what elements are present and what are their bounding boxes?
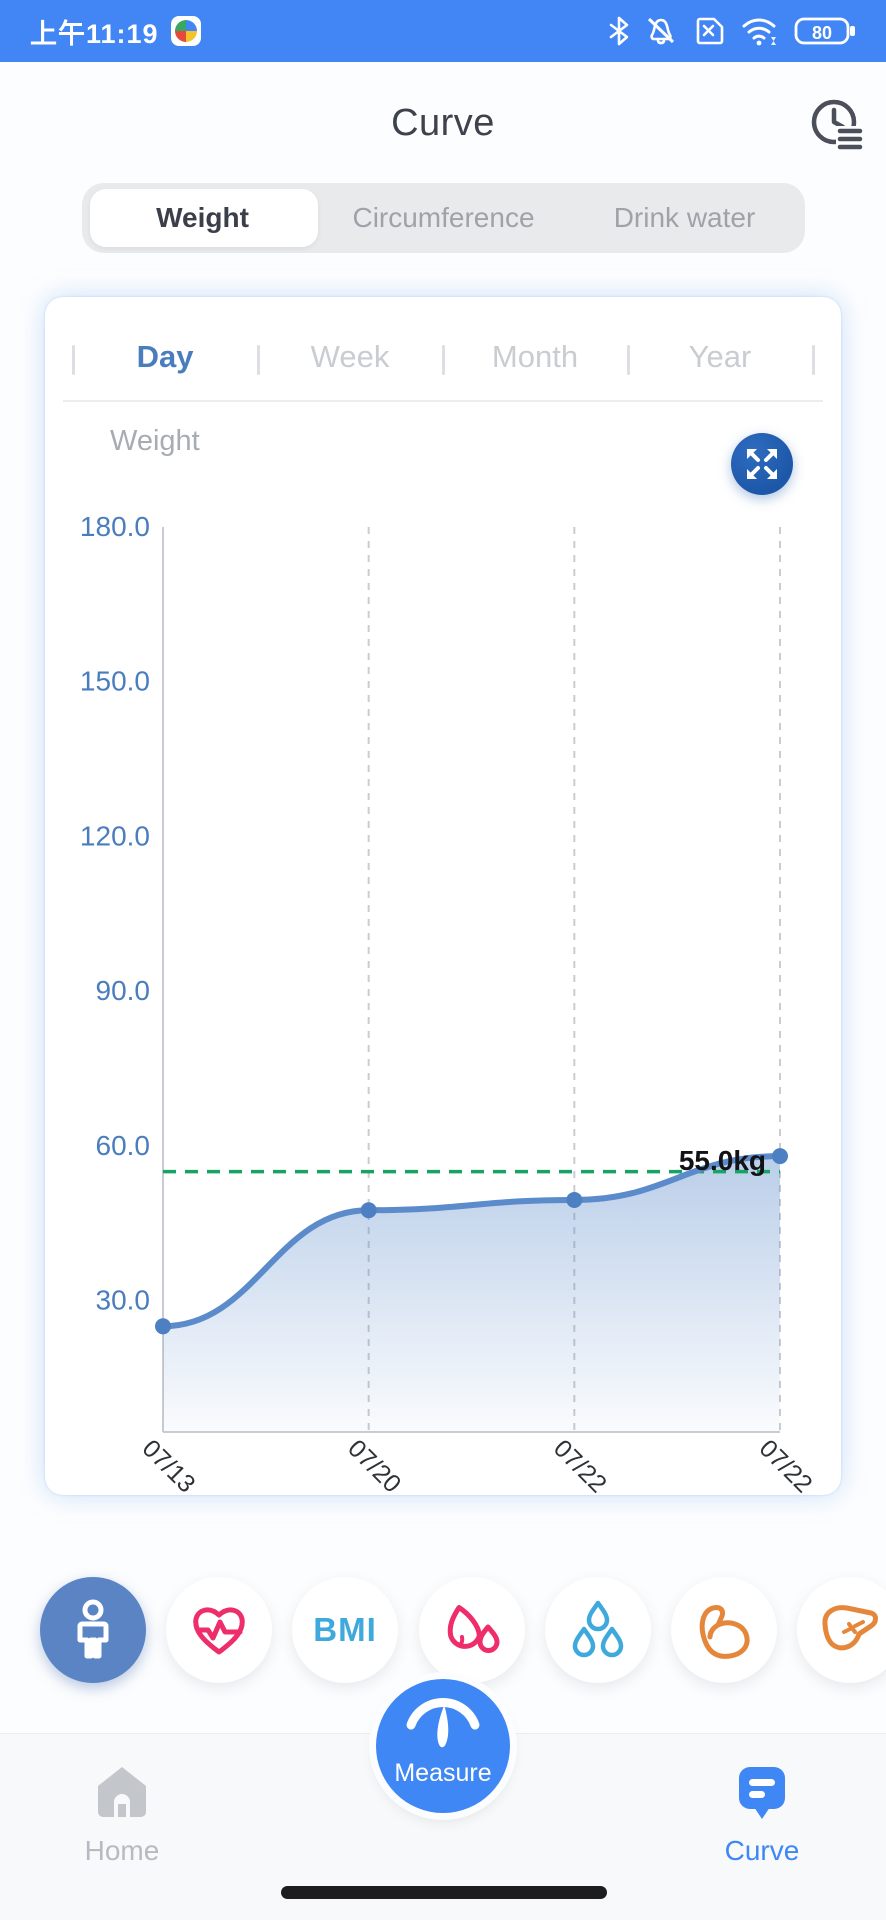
tab-separator (812, 345, 815, 375)
tab-separator (72, 345, 75, 375)
battery-icon: 80 (794, 17, 855, 45)
page-title: Curve (391, 102, 495, 144)
clock-time: 上午11:19 (30, 18, 159, 49)
measure-button[interactable]: Measure (376, 1679, 510, 1813)
home-indicator-bar[interactable] (281, 1886, 607, 1899)
svg-text:90.0: 90.0 (96, 975, 151, 1006)
weight-line-chart[interactable]: 180.0 150.0 120.0 90.0 60.0 30.0 07/13 07/20 07/… (45, 297, 841, 1495)
nav-home-label: Home (84, 1835, 160, 1866)
muscle-icon (699, 1605, 750, 1659)
svg-text:30.0: 30.0 (96, 1285, 151, 1316)
tab-separator (257, 345, 260, 375)
tab-drink-water[interactable]: Drink water (613, 202, 756, 233)
mute-bell-icon (647, 17, 675, 45)
period-tab-bar: Day Week Month Year (45, 339, 841, 383)
tab-year[interactable]: Year (688, 339, 752, 374)
metric-tab-bar: Weight Circumference Drink water (82, 183, 805, 253)
water-drops-icon (572, 1600, 624, 1658)
svg-text:07/20: 07/20 (342, 1434, 406, 1495)
svg-text:150.0: 150.0 (80, 666, 150, 697)
nav-home[interactable]: Home (22, 1764, 222, 1867)
svg-text:120.0: 120.0 (80, 820, 150, 851)
svg-text:180.0: 180.0 (80, 511, 150, 542)
bmi-button[interactable]: BMI (292, 1577, 398, 1683)
tab-separator (627, 345, 630, 375)
curve-icon (739, 1767, 785, 1819)
body-metric-button[interactable] (40, 1577, 146, 1683)
tab-day[interactable]: Day (136, 339, 194, 374)
muscle-button[interactable] (671, 1577, 777, 1683)
history-records-icon[interactable] (806, 94, 866, 154)
divider (63, 400, 823, 402)
person-icon (77, 1599, 109, 1659)
tab-week[interactable]: Week (310, 339, 390, 374)
liver-icon (822, 1605, 878, 1651)
bmi-icon: BMI (313, 1611, 377, 1648)
svg-text:60.0: 60.0 (96, 1130, 151, 1161)
svg-text:07/22: 07/22 (548, 1434, 612, 1495)
sim-error-icon (696, 17, 724, 45)
svg-text:80: 80 (812, 23, 832, 43)
gauge-icon (406, 1697, 480, 1748)
status-bar: 上午11:19 (0, 0, 886, 62)
nav-curve-label: Curve (724, 1835, 800, 1866)
heart-rate-button[interactable] (166, 1577, 272, 1683)
metric-icon-row: BMI (0, 1577, 886, 1683)
home-icon (98, 1767, 146, 1817)
tab-month[interactable]: Month (491, 339, 579, 374)
heart-rate-icon (193, 1607, 245, 1655)
expand-chart-button[interactable] (731, 433, 793, 495)
chart-card: Day Week Month Year Weight 180.0 150.0 120… (45, 297, 841, 1495)
bluetooth-icon (609, 16, 629, 46)
tab-circumference[interactable]: Circumference (352, 202, 535, 233)
nav-curve[interactable]: Curve (662, 1764, 862, 1867)
liver-button[interactable] (797, 1577, 886, 1683)
tab-weight[interactable]: Weight (156, 202, 249, 233)
svg-text:07/22: 07/22 (754, 1434, 818, 1495)
svg-text:55.0kg: 55.0kg (679, 1145, 766, 1176)
expand-icon (747, 449, 777, 479)
app-logo-icon (170, 16, 201, 46)
chart-title: Weight (110, 425, 200, 457)
blood-button[interactable] (419, 1577, 525, 1683)
wifi-icon (742, 18, 776, 46)
svg-text:07/13: 07/13 (137, 1434, 201, 1495)
active-tab-pill (90, 189, 318, 247)
drink-water-button[interactable] (545, 1577, 651, 1683)
tab-separator (442, 345, 445, 375)
measure-label: Measure (394, 1759, 492, 1787)
blood-drops-icon (447, 1605, 500, 1653)
